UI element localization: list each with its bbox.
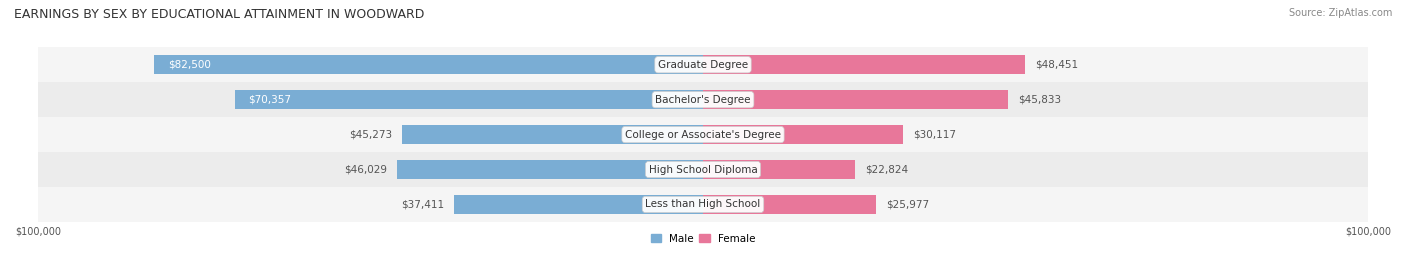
Text: $70,357: $70,357 xyxy=(249,95,291,105)
Bar xyxy=(402,125,703,144)
Bar xyxy=(38,47,1368,82)
Bar xyxy=(155,55,703,74)
Bar xyxy=(38,187,1368,222)
Bar xyxy=(703,125,903,144)
Bar xyxy=(703,55,1025,74)
Text: $46,029: $46,029 xyxy=(344,165,387,175)
Text: High School Diploma: High School Diploma xyxy=(648,165,758,175)
Bar xyxy=(703,90,1008,109)
Text: $45,833: $45,833 xyxy=(1018,95,1062,105)
Text: Bachelor's Degree: Bachelor's Degree xyxy=(655,95,751,105)
Text: College or Associate's Degree: College or Associate's Degree xyxy=(626,130,780,140)
Bar xyxy=(38,152,1368,187)
Text: $22,824: $22,824 xyxy=(865,165,908,175)
Bar xyxy=(235,90,703,109)
Text: EARNINGS BY SEX BY EDUCATIONAL ATTAINMENT IN WOODWARD: EARNINGS BY SEX BY EDUCATIONAL ATTAINMEN… xyxy=(14,8,425,21)
Bar xyxy=(703,195,876,214)
Text: Less than High School: Less than High School xyxy=(645,199,761,210)
Text: $45,273: $45,273 xyxy=(349,130,392,140)
Bar xyxy=(703,160,855,179)
Text: $48,451: $48,451 xyxy=(1035,60,1078,70)
Text: $30,117: $30,117 xyxy=(914,130,956,140)
Text: $82,500: $82,500 xyxy=(167,60,211,70)
Text: Source: ZipAtlas.com: Source: ZipAtlas.com xyxy=(1288,8,1392,18)
Bar xyxy=(38,82,1368,117)
Bar xyxy=(396,160,703,179)
Text: $37,411: $37,411 xyxy=(401,199,444,210)
Legend: Male, Female: Male, Female xyxy=(647,230,759,248)
Text: Graduate Degree: Graduate Degree xyxy=(658,60,748,70)
Bar xyxy=(454,195,703,214)
Bar xyxy=(38,117,1368,152)
Text: $25,977: $25,977 xyxy=(886,199,929,210)
